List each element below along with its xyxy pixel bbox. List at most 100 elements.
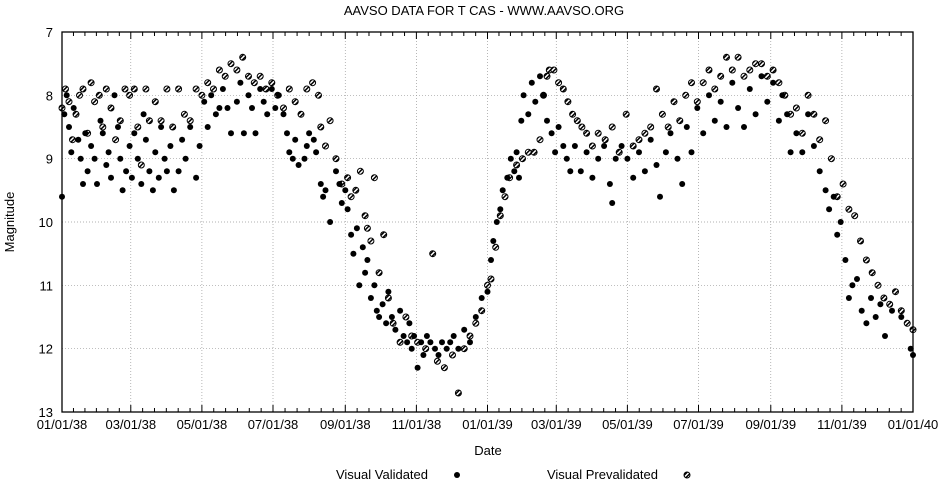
point-prevalidated [569, 110, 577, 118]
point-prevalidated [798, 129, 806, 137]
point-validated [898, 314, 905, 320]
point-prevalidated [816, 136, 824, 144]
point-validated [723, 124, 730, 130]
point-prevalidated [492, 243, 500, 251]
point-validated [516, 174, 522, 181]
point-validated [138, 181, 145, 187]
point-prevalidated [880, 294, 888, 302]
point-validated [94, 181, 100, 187]
point-validated [528, 79, 535, 86]
point-validated [245, 92, 252, 99]
point-prevalidated [723, 53, 730, 61]
point-validated [233, 98, 240, 105]
point-validated [548, 130, 555, 137]
point-prevalidated [157, 117, 165, 125]
point-validated [406, 320, 413, 327]
point-prevalidated [440, 364, 448, 372]
point-prevalidated [862, 256, 870, 264]
x-tick-label: 05/01/38 [177, 417, 228, 432]
point-validated [91, 155, 98, 162]
point-validated [563, 155, 570, 162]
point-validated [532, 98, 539, 105]
point-validated [237, 79, 244, 86]
point-prevalidated [676, 117, 684, 125]
point-validated [711, 117, 718, 124]
point-validated [511, 168, 518, 175]
point-prevalidated [256, 72, 264, 80]
point-validated [77, 155, 84, 162]
point-prevalidated [285, 85, 293, 93]
point-prevalidated [682, 91, 690, 99]
point-validated [589, 174, 596, 181]
point-validated [63, 92, 70, 99]
point-validated [849, 282, 856, 289]
point-validated [653, 162, 660, 168]
point-validated [583, 149, 590, 156]
point-prevalidated [763, 72, 771, 80]
point-validated [170, 187, 177, 194]
point-validated [467, 339, 473, 346]
point-prevalidated [857, 237, 864, 245]
point-validated [612, 155, 619, 162]
point-validated [863, 320, 870, 327]
point-validated [364, 257, 371, 263]
point-prevalidated [107, 104, 115, 112]
point-validated [97, 117, 104, 124]
point-validated [193, 174, 200, 181]
point-validated [601, 143, 608, 149]
plot-frame [61, 31, 914, 413]
point-prevalidated [126, 91, 134, 99]
point-validated [537, 73, 543, 80]
point-prevalidated [180, 110, 188, 118]
point-prevalidated [827, 155, 835, 163]
point-validated [411, 333, 418, 339]
point-prevalidated [536, 136, 544, 144]
point-validated [779, 92, 786, 99]
point-prevalidated [792, 104, 800, 112]
point-prevalidated [375, 269, 383, 277]
point-prevalidated [647, 123, 655, 131]
point-validated [872, 314, 879, 320]
point-prevalidated [91, 98, 99, 106]
point-validated [204, 124, 211, 130]
point-validated [131, 130, 138, 137]
point-prevalidated [454, 389, 462, 397]
point-validated [816, 168, 823, 175]
point-validated [134, 155, 141, 162]
point-prevalidated [466, 332, 474, 340]
point-validated [342, 187, 349, 194]
point-validated [882, 333, 888, 339]
point-validated [348, 231, 355, 238]
point-validated [126, 143, 133, 149]
point-validated [478, 295, 485, 301]
point-prevalidated [175, 85, 183, 93]
point-validated [216, 105, 223, 111]
chart-title: AAVSO DATA FOR T CAS - WWW.AAVSO.ORG [344, 3, 624, 18]
point-validated [66, 124, 72, 130]
y-tick-label: 8 [46, 88, 53, 103]
point-validated [356, 282, 363, 289]
point-validated [694, 105, 701, 111]
point-validated [837, 219, 844, 225]
point-validated [484, 288, 491, 295]
point-validated [560, 143, 567, 149]
point-validated [609, 200, 616, 206]
y-tick-label: 13 [39, 405, 53, 420]
point-validated [432, 345, 438, 352]
point-validated [793, 130, 800, 137]
point-prevalidated [297, 110, 305, 118]
point-prevalidated [728, 66, 736, 74]
point-validated [447, 339, 454, 346]
point-prevalidated [99, 123, 107, 131]
point-prevalidated [429, 250, 437, 258]
point-prevalidated [239, 53, 247, 61]
point-validated [439, 339, 445, 346]
point-validated [146, 168, 153, 175]
point-prevalidated [384, 294, 392, 302]
point-prevalidated [717, 72, 725, 80]
point-validated [344, 206, 351, 213]
point-validated [752, 111, 759, 118]
point-prevalidated [363, 224, 371, 232]
